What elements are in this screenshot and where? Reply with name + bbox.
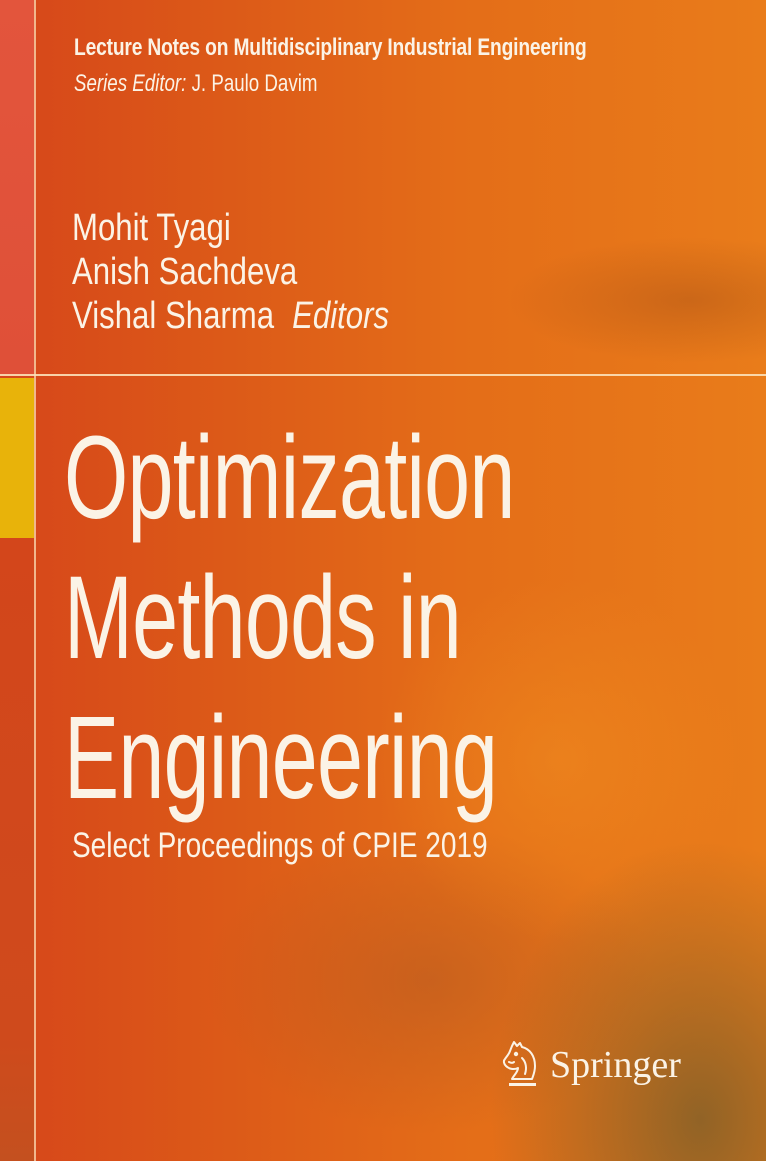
series-editor-name: J. Paulo Davim — [186, 70, 318, 97]
title-line: Optimization — [64, 412, 515, 544]
publisher-name: Springer — [550, 1044, 681, 1086]
title-line: Engineering — [64, 692, 498, 824]
series-editor: Series Editor: J. Paulo Davim — [74, 70, 317, 98]
title-line: Methods in — [64, 552, 462, 684]
editors-role-label: Editors — [292, 295, 390, 337]
horizontal-rule — [0, 374, 766, 376]
book-title: Optimization Methods in Engineering — [64, 408, 708, 828]
series-editor-label: Series Editor: — [74, 70, 187, 97]
springer-knight-icon — [502, 1041, 536, 1086]
editor-name: Anish Sachdeva — [72, 251, 298, 293]
editors-block: Mohit Tyagi Anish Sachdeva Vishal Sharma… — [72, 206, 459, 338]
vertical-rule — [34, 0, 36, 1161]
editor-name: Vishal Sharma — [72, 295, 275, 337]
editor-name: Mohit Tyagi — [72, 207, 231, 249]
series-title: Lecture Notes on Multidisciplinary Indus… — [74, 34, 587, 61]
editor-name-with-role: Vishal Sharma Editors — [72, 294, 389, 338]
left-color-strip-red — [0, 0, 34, 374]
left-color-strip-yellow — [0, 378, 34, 538]
left-color-strip-orange — [0, 538, 34, 1161]
book-subtitle: Select Proceedings of CPIE 2019 — [72, 826, 488, 865]
publisher-logo: Springer — [500, 1040, 681, 1090]
